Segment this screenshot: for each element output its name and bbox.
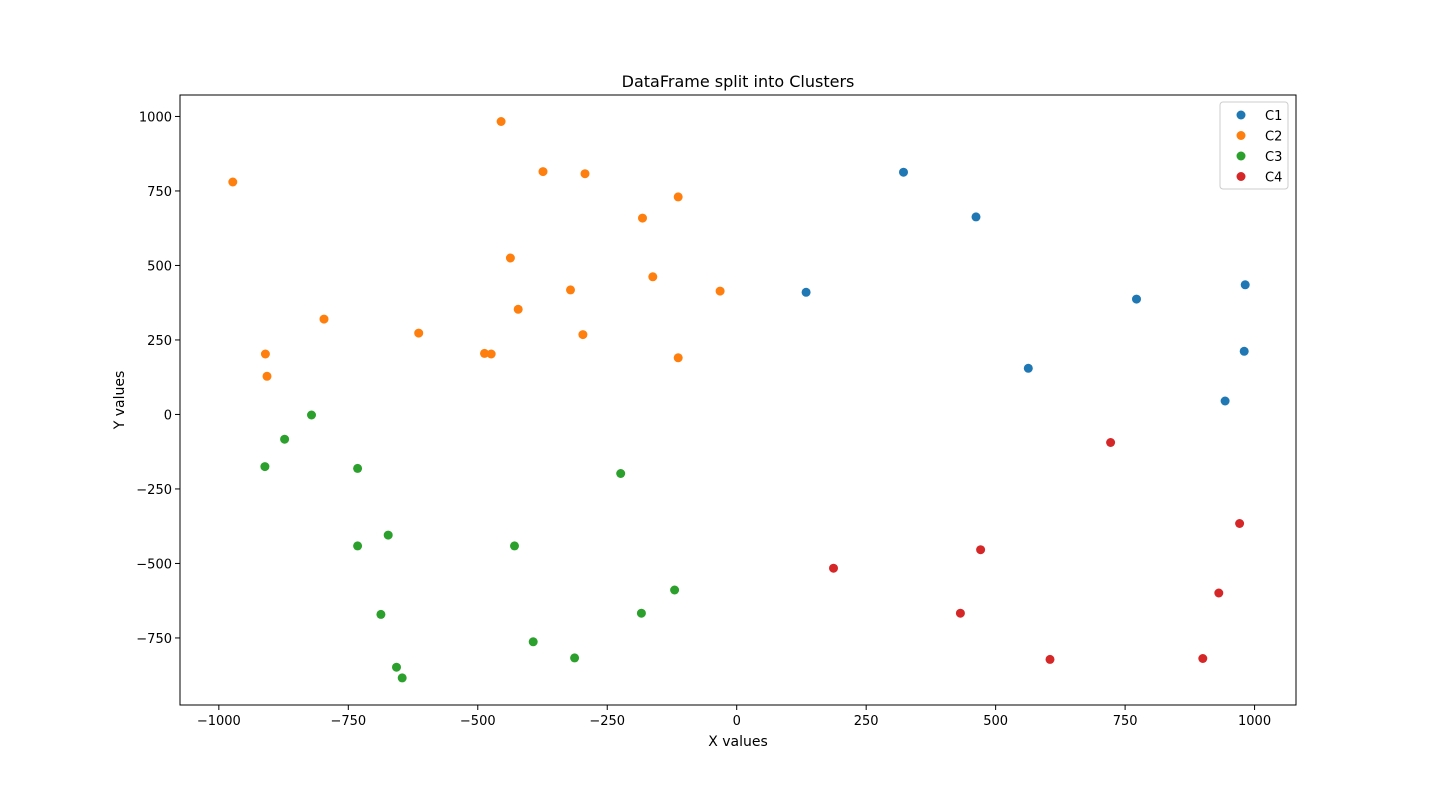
point-c2-10 bbox=[319, 314, 329, 324]
x-tick-label: 750 bbox=[1113, 714, 1138, 729]
point-c2-0 bbox=[496, 117, 506, 126]
point-c4-6 bbox=[1045, 654, 1055, 664]
point-c2-2 bbox=[580, 169, 590, 179]
y-tick-label: −250 bbox=[136, 483, 172, 498]
y-tick-label: 500 bbox=[147, 259, 172, 274]
legend-box bbox=[1219, 101, 1289, 190]
y-tick-label: 0 bbox=[164, 408, 172, 423]
point-c2-7 bbox=[648, 272, 658, 282]
point-c3-7 bbox=[510, 541, 519, 551]
point-c3-6 bbox=[353, 541, 363, 551]
legend-label-c3: C3 bbox=[1265, 150, 1282, 165]
point-c2-18 bbox=[262, 371, 272, 381]
point-c2-15 bbox=[480, 348, 489, 358]
x-tick-label: −500 bbox=[460, 714, 496, 729]
y-tick-label: 750 bbox=[147, 185, 172, 200]
point-c4-2 bbox=[976, 545, 986, 555]
x-tick-label: 250 bbox=[854, 714, 879, 729]
point-c3-1 bbox=[280, 434, 290, 444]
point-c2-8 bbox=[566, 285, 575, 295]
point-c2-16 bbox=[486, 349, 496, 359]
point-c4-5 bbox=[955, 608, 965, 618]
y-tick-label: 250 bbox=[147, 334, 172, 349]
x-axis-title: X values bbox=[708, 734, 768, 750]
point-c2-17 bbox=[673, 353, 683, 363]
legend-marker-c2 bbox=[1236, 131, 1246, 140]
point-c3-5 bbox=[383, 530, 393, 540]
point-c3-2 bbox=[260, 462, 270, 472]
point-c2-5 bbox=[673, 192, 683, 202]
legend-label-c1: C1 bbox=[1265, 109, 1282, 124]
point-c3-12 bbox=[570, 653, 580, 663]
point-c3-10 bbox=[376, 609, 386, 619]
legend-marker-c4 bbox=[1236, 172, 1246, 181]
y-axis: −750 −500 −250 0 250 500 750 1000 bbox=[136, 110, 180, 647]
legend-marker-c1 bbox=[1236, 110, 1246, 120]
point-c4-3 bbox=[829, 563, 838, 573]
point-c1-0 bbox=[899, 167, 908, 177]
y-axis-title: Y values bbox=[112, 371, 128, 431]
point-c4-0 bbox=[1106, 438, 1116, 447]
x-tick-label: 500 bbox=[983, 714, 1008, 729]
point-c4-4 bbox=[1214, 588, 1224, 598]
point-c1-1 bbox=[971, 212, 981, 222]
point-c2-9 bbox=[715, 286, 725, 296]
y-tick-label: −750 bbox=[136, 632, 172, 647]
point-c3-3 bbox=[353, 463, 363, 473]
point-c2-14 bbox=[260, 349, 270, 359]
point-c1-5 bbox=[1239, 346, 1249, 356]
x-tick-label: −750 bbox=[330, 714, 366, 729]
legend-label-c4: C4 bbox=[1265, 171, 1282, 186]
point-c2-6 bbox=[505, 253, 515, 263]
x-axis: −1000 −750 −500 −250 0 250 500 750 1000 bbox=[197, 705, 1271, 729]
legend: C1 C2 C3 C4 bbox=[1219, 101, 1289, 190]
point-c3-4 bbox=[616, 469, 626, 478]
point-c4-1 bbox=[1235, 519, 1245, 528]
point-c3-13 bbox=[392, 662, 401, 672]
legend-marker-c3 bbox=[1236, 151, 1246, 161]
point-c4-7 bbox=[1198, 654, 1208, 663]
point-c1-6 bbox=[1023, 363, 1033, 373]
chart-title: DataFrame split into Clusters bbox=[622, 72, 855, 91]
point-c3-0 bbox=[307, 410, 316, 420]
point-c3-14 bbox=[397, 673, 407, 683]
point-c2-12 bbox=[414, 328, 424, 338]
point-c2-1 bbox=[538, 167, 548, 177]
point-c3-11 bbox=[528, 637, 538, 647]
point-c2-11 bbox=[513, 304, 523, 314]
x-tick-label: 1000 bbox=[1238, 714, 1271, 729]
legend-label-c2: C2 bbox=[1265, 130, 1282, 145]
point-c2-3 bbox=[228, 177, 238, 187]
point-c3-9 bbox=[636, 608, 646, 618]
point-c1-2 bbox=[801, 287, 811, 297]
point-c1-4 bbox=[1240, 280, 1250, 290]
point-c1-3 bbox=[1132, 294, 1141, 304]
y-tick-label: 1000 bbox=[139, 110, 172, 125]
point-c3-8 bbox=[670, 585, 680, 595]
points-layer bbox=[228, 117, 1250, 683]
point-c2-4 bbox=[638, 213, 647, 223]
point-c2-13 bbox=[578, 330, 588, 340]
plot-frame bbox=[179, 94, 1297, 706]
point-c1-7 bbox=[1220, 396, 1230, 406]
x-tick-label: 0 bbox=[733, 714, 741, 729]
x-tick-label: −250 bbox=[589, 714, 625, 729]
y-tick-label: −500 bbox=[136, 557, 172, 572]
x-tick-label: −1000 bbox=[197, 714, 241, 729]
